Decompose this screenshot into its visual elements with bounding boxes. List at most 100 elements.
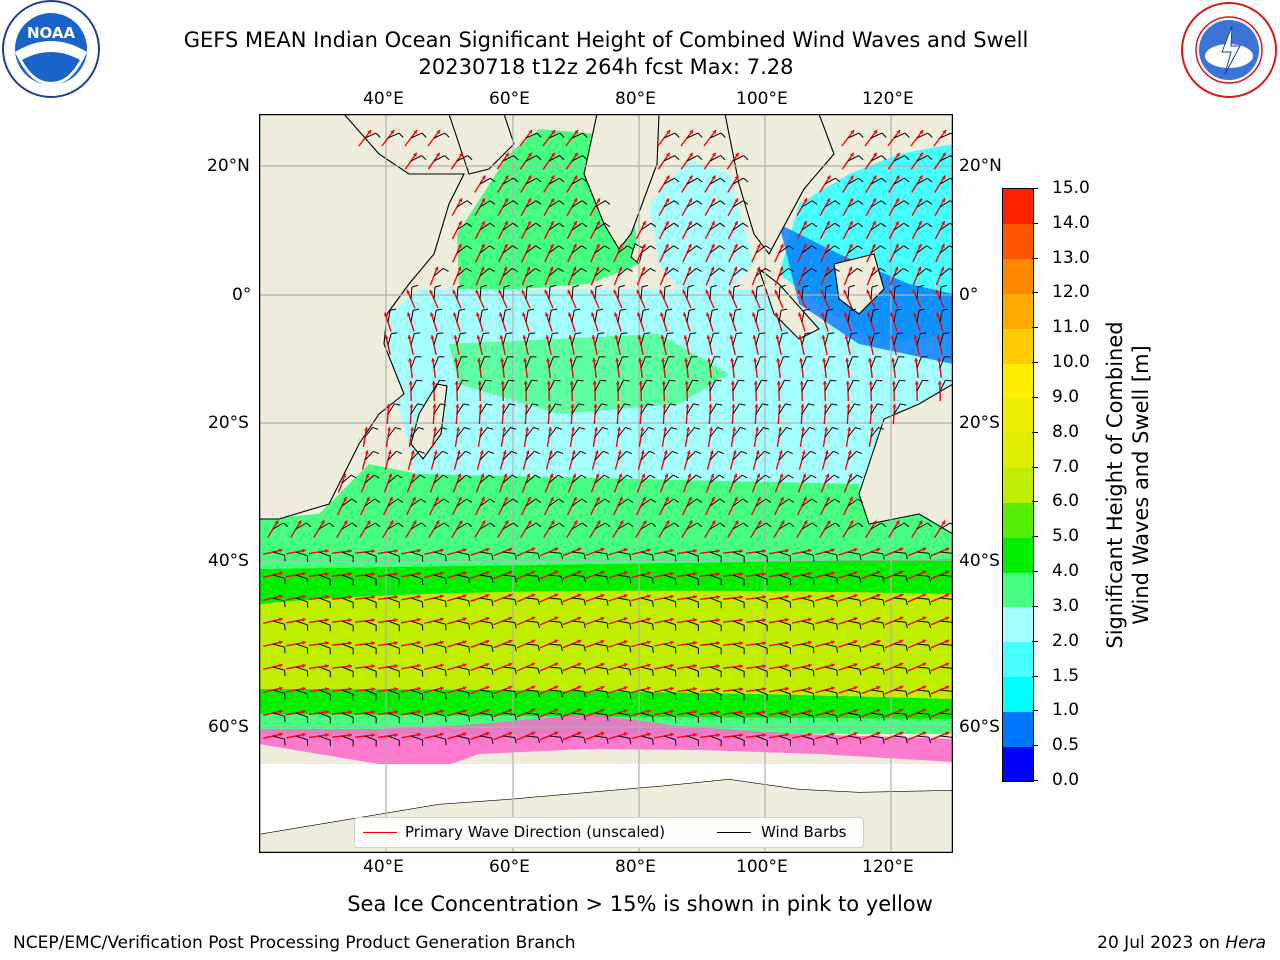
wind-barb-feather xyxy=(926,267,932,272)
wind-barb-feather xyxy=(490,522,496,528)
wave-arrowhead xyxy=(753,358,758,362)
wind-barb-feather xyxy=(560,691,563,698)
wave-arrowhead xyxy=(343,497,347,501)
wind-barb-staff xyxy=(755,450,765,461)
wind-barb-feather xyxy=(445,624,447,631)
wind-barb-staff xyxy=(502,666,515,669)
wind-barb-staff xyxy=(893,132,906,139)
wind-barb-staff xyxy=(755,268,766,277)
wind-barb-feather xyxy=(903,245,909,250)
wind-barb-staff xyxy=(594,643,607,647)
wind-barb-feather xyxy=(506,332,513,334)
wind-barb-staff xyxy=(594,498,606,507)
wind-barb-staff xyxy=(893,689,906,692)
wind-barb-staff xyxy=(387,403,395,415)
wind-barb-staff xyxy=(847,551,860,555)
lat-tick-right-20s: 20°S xyxy=(959,413,1000,433)
wind-barb-staff xyxy=(571,643,584,646)
wind-barb-staff xyxy=(594,522,606,530)
wind-barb-staff xyxy=(548,177,560,185)
wave-arrowhead xyxy=(408,358,413,362)
wind-barb-staff xyxy=(939,268,950,277)
wind-barb-staff xyxy=(410,522,422,530)
wind-barb-feather xyxy=(940,284,947,288)
wind-barb-feather xyxy=(419,450,425,455)
wave-arrowhead xyxy=(577,685,582,690)
wind-barb-staff xyxy=(686,222,698,231)
wind-barb-feather xyxy=(595,284,602,288)
antarctic-ice-shelf xyxy=(259,764,953,834)
wind-barb-staff xyxy=(456,268,467,277)
wind-barb-feather xyxy=(789,522,795,528)
wave-arrowhead xyxy=(853,594,858,598)
wind-barb-feather xyxy=(690,332,697,334)
wind-barb-feather xyxy=(488,450,494,455)
wave-arrowhead xyxy=(868,358,873,362)
wind-barb-staff xyxy=(755,643,768,649)
wind-barb-feather xyxy=(719,267,725,272)
wind-barb-feather xyxy=(859,715,862,722)
wind-barb-staff xyxy=(663,155,675,162)
wind-barb-feather xyxy=(873,308,880,311)
wind-barb-staff xyxy=(502,620,515,623)
wind-barb-feather xyxy=(689,308,696,311)
wind-barb-feather xyxy=(445,670,447,677)
wind-barb-feather xyxy=(646,379,653,382)
wave-arrowhead xyxy=(687,473,692,478)
wave-arrowhead xyxy=(688,198,692,203)
wind-barb-staff xyxy=(939,522,951,530)
wave-arrowhead xyxy=(716,641,720,646)
wave-arrowhead xyxy=(945,662,950,667)
wind-barb-staff xyxy=(525,643,538,646)
wind-barb-feather xyxy=(828,332,835,334)
wave-arrowhead xyxy=(371,595,375,600)
wave-arrowhead xyxy=(707,358,712,362)
wind-barb-feather xyxy=(697,177,703,183)
wind-barb-feather xyxy=(836,692,838,699)
wind-barb-staff xyxy=(732,177,744,185)
wave-arrowhead xyxy=(821,312,825,317)
wave-arrowhead xyxy=(710,266,715,271)
wind-barb-feather xyxy=(647,403,654,406)
wind-barb-staff xyxy=(939,380,946,392)
wind-barb-staff xyxy=(663,132,676,139)
wave-arrowhead xyxy=(867,312,871,317)
wind-barb-staff xyxy=(640,286,643,300)
wave-arrowhead xyxy=(409,404,414,408)
wind-barb-staff xyxy=(617,245,628,254)
wave-arrowhead xyxy=(550,198,554,203)
wave-arrowhead xyxy=(550,175,555,180)
wave-arrowhead xyxy=(945,616,950,621)
wave-arrowhead xyxy=(434,473,439,478)
wind-barb-feather xyxy=(306,522,312,528)
wind-barb-feather xyxy=(695,474,702,479)
wind-barb-staff xyxy=(870,268,881,277)
wave-arrowhead xyxy=(709,427,714,431)
wave-arrowhead xyxy=(390,130,395,134)
wave-arrowhead xyxy=(847,427,852,431)
wave-arrowhead xyxy=(526,473,531,478)
wind-barb-staff xyxy=(847,310,851,323)
wave-arrowhead xyxy=(462,617,467,622)
wind-barb-feather xyxy=(687,284,694,288)
wind-barb-staff xyxy=(847,403,855,415)
wave-arrowhead xyxy=(889,289,894,294)
wind-barb-staff xyxy=(640,310,644,323)
wave-arrowhead xyxy=(683,335,688,339)
wave-arrowhead xyxy=(508,662,513,667)
wind-barb-staff xyxy=(847,132,860,139)
wind-barb-feather xyxy=(880,267,886,272)
wind-barb-feather xyxy=(577,379,584,382)
wave-arrowhead xyxy=(756,266,761,271)
wind-barb-staff xyxy=(364,735,377,741)
wind-barb-staff xyxy=(778,310,782,323)
wave-arrowhead xyxy=(384,335,389,339)
wind-barb-feather xyxy=(629,692,632,699)
wind-barb-staff xyxy=(916,222,928,231)
wave-arrowhead xyxy=(458,497,462,501)
wind-barb-feather xyxy=(444,155,450,161)
wind-barb-staff xyxy=(870,666,883,670)
wind-barb-staff xyxy=(387,498,399,507)
wind-barb-feather xyxy=(765,498,772,503)
wave-arrowhead xyxy=(739,687,743,692)
